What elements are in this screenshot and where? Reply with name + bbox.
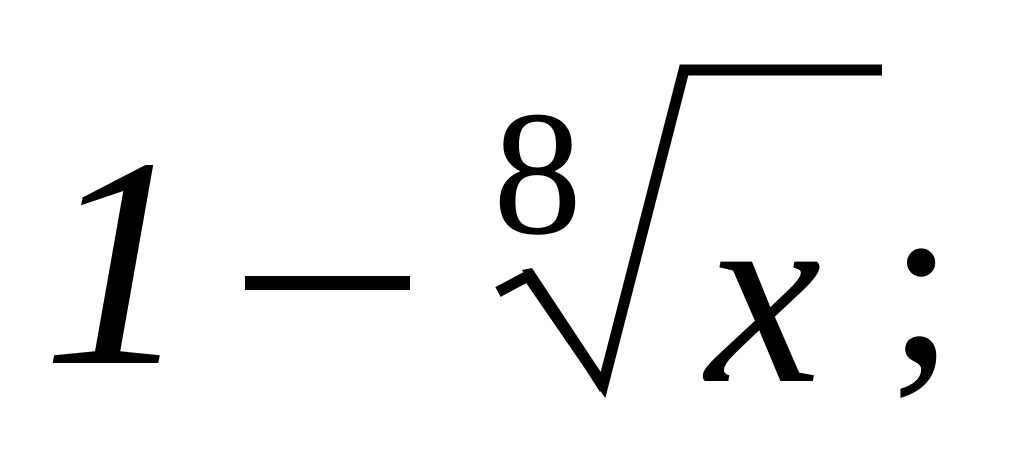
radical-thick-stroke: [522, 268, 606, 392]
minus-sign: [245, 276, 410, 290]
formula-leading-term: 1: [42, 96, 192, 428]
formula-semicolon: ;: [888, 147, 955, 413]
radicand-variable: x: [706, 150, 822, 438]
root-index: 8: [493, 74, 582, 272]
radical-stroke: [495, 64, 882, 399]
